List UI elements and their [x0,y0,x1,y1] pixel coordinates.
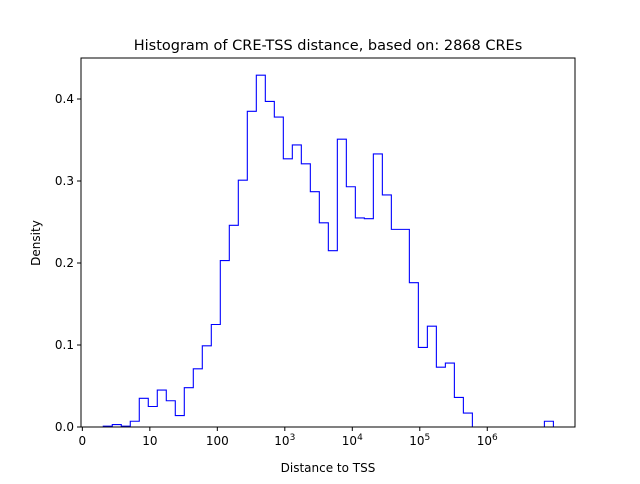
histogram-bin [409,283,418,427]
histogram-bin [328,251,337,427]
histogram-bin [418,347,427,427]
x-tick-label: 104 [342,433,363,448]
histogram-bin [373,154,382,427]
histogram-bin [274,117,283,427]
histogram-bin [337,139,346,427]
chart-title: Histogram of CRE-TSS distance, based on:… [134,38,523,54]
x-tick-exponent: 6 [492,433,498,443]
histogram-bin [247,111,256,427]
histogram-bin [148,407,157,428]
y-tick-label: 0.4 [55,92,74,106]
histogram-bin [319,223,328,427]
y-tick-label: 0.1 [55,338,74,352]
histogram-bin [184,388,193,427]
x-axis-label: Distance to TSS [281,461,376,475]
histogram-bin [283,159,292,427]
y-tick-label: 0.2 [55,256,74,270]
histogram-bin [301,164,310,427]
histogram-bin [364,219,373,427]
histogram-bin [193,369,202,427]
histogram-bin [202,346,211,427]
histogram-bin [355,218,364,427]
histogram-bin [310,192,319,427]
x-tick-label: 10 [142,434,157,448]
y-axis-label: Density [29,220,43,266]
histogram-bin [256,75,265,427]
histogram-bin [157,390,166,427]
plot-frame [80,57,576,428]
histogram-bin [382,195,391,427]
x-tick-label: 103 [274,433,295,448]
histogram-bin [229,225,238,427]
histogram-bin [175,416,184,427]
x-tick-label: 100 [206,434,229,448]
histogram-bin [445,363,454,427]
histogram-step-line [102,74,554,428]
histogram-bin [166,401,175,427]
histogram-bin [346,187,355,427]
histogram-bin [427,326,436,427]
histogram-bin [265,101,274,427]
histogram-bin [454,397,463,427]
histogram-bin [238,180,247,427]
histogram-bin [292,145,301,427]
x-tick-label: 105 [409,433,430,448]
histogram-bin [436,367,445,427]
histogram-bin [391,229,400,427]
x-tick-exponent: 5 [425,433,431,443]
x-tick-exponent: 3 [290,433,296,443]
histogram-bin [400,229,409,427]
histogram-bin [211,325,220,428]
y-tick-label: 0.3 [55,174,74,188]
histogram-bin [220,261,229,427]
x-tick-exponent: 4 [357,433,363,443]
histogram-bin [139,398,148,427]
histogram-bin [130,421,139,427]
histogram-bin [463,413,472,427]
y-tick-label: 0.0 [55,420,74,434]
histogram-bin [544,421,553,427]
x-tick-label: 0 [79,434,87,448]
x-tick-label: 106 [477,433,498,448]
